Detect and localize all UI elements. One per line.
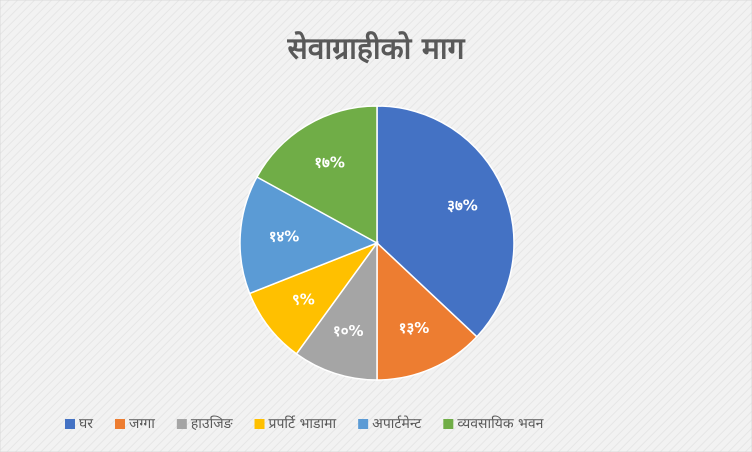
chart-title: सेवाग्राहीको माग	[287, 31, 466, 67]
data-label: १७%	[314, 153, 345, 171]
legend-swatch	[115, 419, 125, 429]
pie-slice	[376, 241, 478, 381]
legend-label: जग्गा	[129, 416, 155, 432]
legend-swatch	[254, 419, 265, 429]
data-label: १३%	[399, 319, 430, 337]
data-label: १४%	[269, 228, 300, 246]
data-label: १०%	[333, 322, 364, 340]
data-label: ९%	[292, 291, 315, 309]
legend-label: प्रपर्टि भाडामा	[269, 415, 337, 432]
legend-swatch	[443, 419, 454, 429]
pie-slice	[239, 175, 379, 295]
legend-swatch	[358, 419, 369, 429]
legend-label: हाउजिङ	[191, 415, 234, 432]
pie-slice	[255, 105, 378, 245]
legend-label: अपार्टमेन्ट	[372, 415, 422, 432]
pie-slice	[376, 105, 515, 338]
legend-swatch	[65, 419, 75, 429]
pie-slice	[295, 240, 378, 381]
legend-label: व्यवसायिक भवन	[457, 415, 543, 432]
legend-label: घर	[79, 416, 93, 432]
legend-swatch	[176, 419, 187, 429]
data-label: ३७%	[447, 197, 478, 215]
